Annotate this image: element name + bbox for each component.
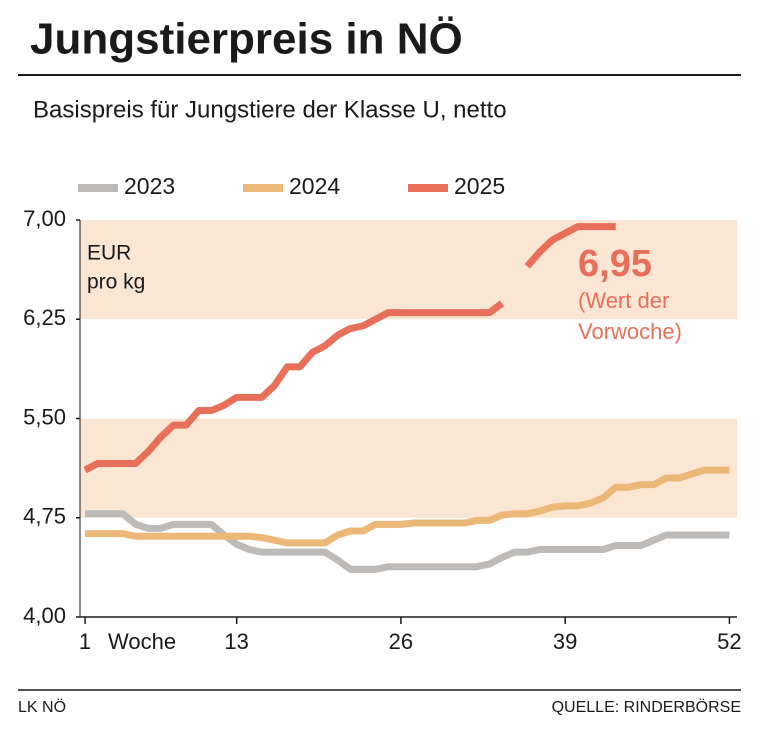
x-tick-label: 26 xyxy=(389,629,413,654)
band xyxy=(80,220,737,320)
series-line xyxy=(85,510,730,573)
footer-right: QUELLE: RINDERBÖRSE xyxy=(552,698,741,716)
legend-label: 2025 xyxy=(454,173,505,199)
y-axis-label: pro kg xyxy=(87,271,145,294)
x-tick-label: 13 xyxy=(224,629,248,654)
footer-left: LK NÖ xyxy=(18,698,66,716)
legend-label: 2024 xyxy=(289,173,340,199)
x-tick-label: 52 xyxy=(717,629,741,654)
x-tick-label: 39 xyxy=(553,629,577,654)
annotation-note: (Wert der xyxy=(578,288,669,313)
band xyxy=(80,418,737,518)
y-tick-label: 6,25 xyxy=(23,305,66,330)
series-line xyxy=(83,223,616,474)
y-axis-label: EUR xyxy=(87,242,131,265)
chart-title: Jungstierpreis in NÖ xyxy=(30,15,463,64)
x-axis-label: Woche xyxy=(108,629,176,654)
y-tick-label: 5,50 xyxy=(23,404,66,429)
y-tick-label: 4,00 xyxy=(23,603,66,628)
x-tick-label: 1 xyxy=(79,629,91,654)
y-tick-label: 7,00 xyxy=(23,206,66,231)
annotation-note: Vorwoche) xyxy=(578,319,682,344)
series-line xyxy=(85,466,730,547)
y-tick-label: 4,75 xyxy=(23,504,66,529)
annotation-value: 6,95 xyxy=(578,243,652,285)
chart-subtitle: Basispreis für Jungstiere der Klasse U, … xyxy=(33,96,507,123)
legend-label: 2023 xyxy=(124,173,175,199)
